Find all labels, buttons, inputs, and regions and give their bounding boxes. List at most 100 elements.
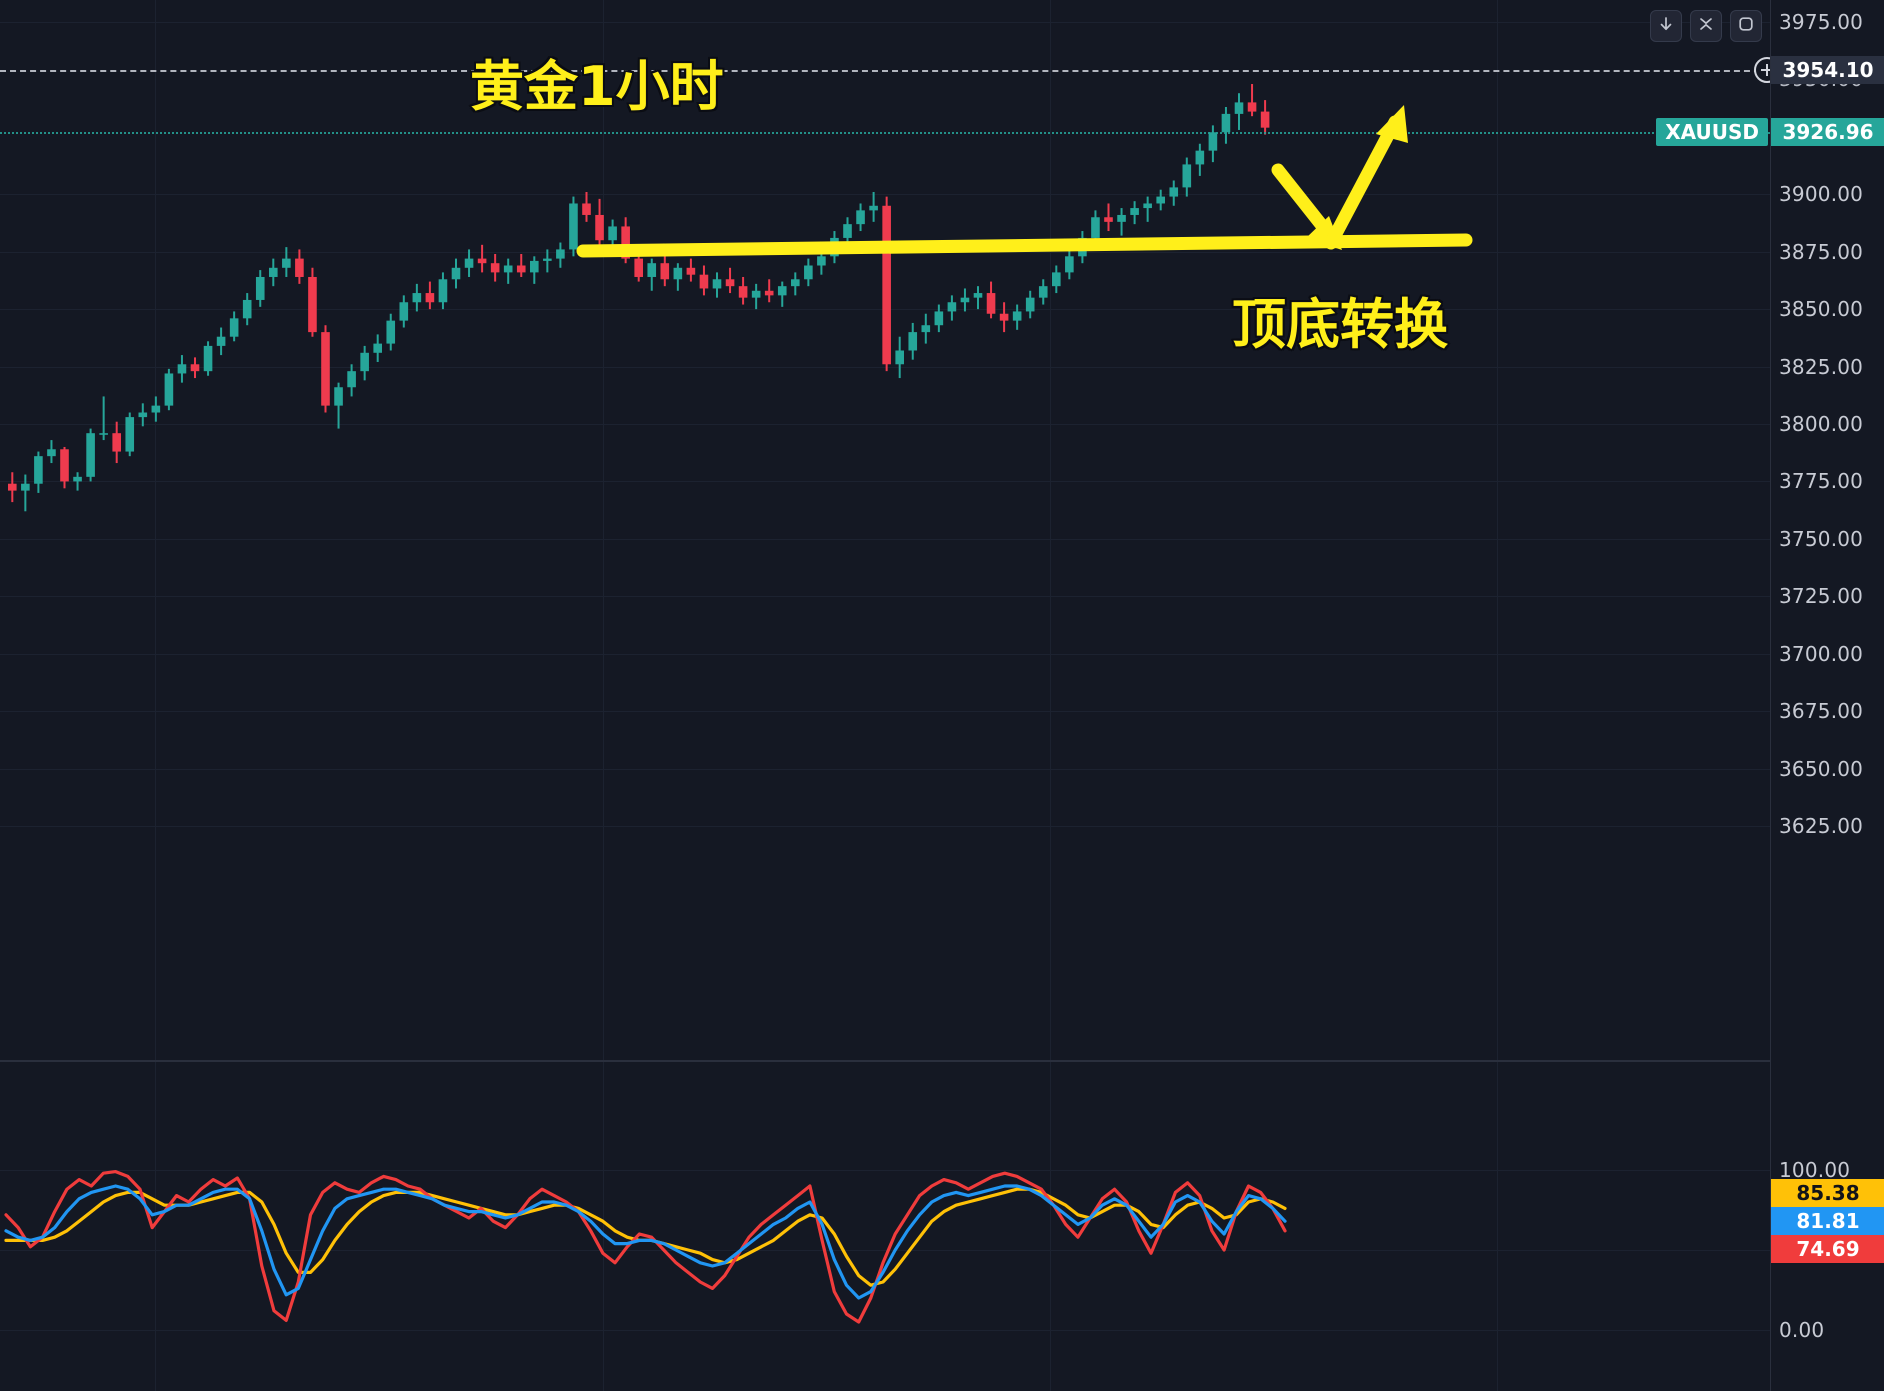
gridline-horizontal: [0, 538, 1770, 540]
candle-body: [112, 433, 121, 452]
candle-body: [334, 387, 343, 406]
oscillator-value-badge[interactable]: 81.81: [1771, 1207, 1884, 1236]
price-axis-tick: 3900.00: [1779, 182, 1864, 207]
candle-body: [699, 274, 709, 289]
collapse-button[interactable]: [1690, 10, 1722, 42]
gridline-vertical: [1497, 0, 1498, 1061]
price-axis-tick: 3700.00: [1779, 641, 1864, 666]
candle-body: [8, 483, 17, 491]
candle-body: [1221, 113, 1231, 133]
candle-body: [934, 311, 944, 326]
price-axis-tick: 3875.00: [1779, 239, 1864, 264]
candle-body: [164, 373, 174, 406]
candle-body: [399, 302, 409, 321]
candle-body: [516, 265, 526, 273]
price-axis-tick: 3850.00: [1779, 297, 1864, 322]
candle-body: [47, 449, 56, 457]
price-axis-tick: 3625.00: [1779, 814, 1864, 838]
price-axis-tick: 3725.00: [1779, 584, 1864, 609]
gridline-vertical: [1050, 0, 1051, 1061]
candle-body: [464, 258, 474, 268]
oscillator-value-badge[interactable]: 74.69: [1771, 1235, 1884, 1264]
crosshair-price-badge: 3954.10: [1771, 56, 1884, 84]
gridline-horizontal: [0, 596, 1770, 598]
chart-toolbar: [1650, 10, 1762, 42]
gridline-vertical: [1050, 1062, 1051, 1391]
gridline-vertical: [603, 1062, 604, 1391]
candle-body: [1078, 237, 1087, 257]
last-price-badge[interactable]: 3926.96: [1771, 118, 1884, 147]
symbol-badge[interactable]: XAUUSD: [1656, 118, 1768, 147]
collapse-icon: [1697, 15, 1715, 38]
candle-body: [986, 293, 996, 314]
candle-body: [712, 279, 722, 289]
oscillator-value-badge[interactable]: 85.38: [1771, 1179, 1884, 1208]
price-axis-tick: 3825.00: [1779, 354, 1864, 379]
stoch-mid-line: [4, 1184, 1287, 1300]
candle-body: [1117, 214, 1126, 222]
gridline-horizontal: [0, 251, 1770, 253]
candle-body: [1234, 102, 1244, 114]
gridline-horizontal: [0, 768, 1770, 770]
candle-body: [86, 433, 95, 477]
price-axis-tick: 3975.00: [1779, 10, 1864, 34]
candle-body: [569, 203, 578, 250]
candle-body: [791, 279, 800, 287]
gridline-vertical: [155, 0, 156, 1061]
candle-body: [321, 332, 330, 406]
candle-body: [530, 260, 539, 273]
candle-body: [973, 293, 983, 298]
fullscreen-button[interactable]: [1730, 10, 1762, 42]
oscillator-axis-tick: 100.00: [1779, 1158, 1851, 1182]
candle-body: [308, 276, 317, 333]
gridline-horizontal: [0, 309, 1770, 311]
gridline-horizontal: [0, 22, 1770, 23]
candle-body: [360, 352, 369, 372]
candle-body: [1260, 111, 1270, 128]
scroll-to-realtime-icon: [1657, 15, 1675, 38]
candle-body: [1130, 208, 1139, 215]
oscillator-pane[interactable]: [0, 1062, 1770, 1391]
candle-body: [608, 226, 617, 241]
scroll-to-realtime-button[interactable]: [1650, 10, 1682, 42]
candle-body: [582, 203, 591, 215]
candle-body: [490, 263, 500, 273]
crosshair-price-line: [0, 70, 1770, 72]
candle-body: [751, 290, 761, 298]
price-scale-axis[interactable]: 3975.003950.003900.003875.003850.003825.…: [1770, 0, 1884, 1391]
fullscreen-icon: [1737, 15, 1755, 38]
candle-body: [503, 265, 513, 273]
last-price-line: [0, 132, 1770, 135]
candle-body: [1052, 272, 1061, 287]
price-pane[interactable]: [0, 0, 1770, 1061]
candle-body: [295, 258, 304, 277]
candle-body: [908, 332, 918, 351]
candle-body: [843, 224, 852, 238]
stoch-fast-line: [4, 1169, 1287, 1324]
candle-body: [438, 279, 448, 303]
candle-body: [216, 336, 226, 346]
candle-body: [660, 263, 670, 280]
candle-body: [777, 286, 787, 296]
gridline-vertical: [155, 1062, 156, 1391]
gridline-horizontal: [0, 481, 1770, 483]
candle-body: [229, 318, 239, 337]
gridline-horizontal: [0, 424, 1770, 425]
candle-body: [99, 433, 108, 435]
candle-body: [830, 237, 839, 257]
candle-body: [921, 325, 931, 333]
price-axis-tick: 3775.00: [1779, 469, 1864, 494]
chart-title-annotation: 黄金1小时: [469, 54, 726, 120]
candle-body: [804, 265, 813, 280]
candle-body: [738, 286, 748, 298]
candle-body: [386, 320, 396, 344]
candle-body: [960, 297, 970, 303]
candle-body: [138, 412, 148, 418]
candle-body: [451, 267, 461, 280]
candle-body: [373, 343, 382, 353]
candle-body: [425, 293, 435, 303]
gridline-vertical: [1497, 1062, 1498, 1391]
candle-body: [882, 205, 891, 365]
price-axis-tick: 3800.00: [1779, 412, 1864, 436]
